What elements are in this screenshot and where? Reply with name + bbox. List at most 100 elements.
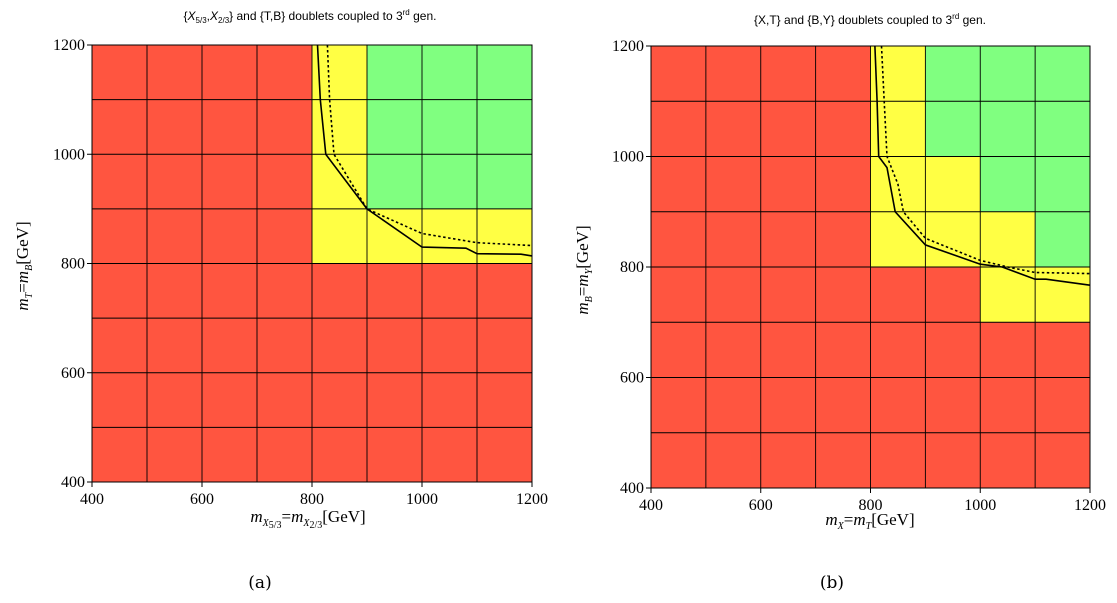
cell-a-6-3 — [257, 99, 312, 155]
cell-a-3-2 — [202, 263, 257, 319]
cell-b-5-2 — [760, 156, 816, 212]
cell-b-5-0 — [651, 156, 706, 212]
cell-b-6-7 — [1035, 101, 1090, 157]
cell-a-5-1 — [147, 154, 202, 209]
cell-b-0-3 — [815, 432, 871, 488]
cell-a-1-0 — [92, 372, 147, 428]
cell-b-7-0 — [651, 46, 706, 102]
cell-b-7-5 — [925, 46, 981, 102]
cell-b-5-7 — [1035, 156, 1090, 212]
cell-b-0-7 — [1035, 432, 1090, 488]
tick-labels-a: 400 600 800 1000 1200 400 600 800 1000 1200 — [53, 37, 548, 508]
cell-b-0-2 — [760, 432, 816, 488]
cell-a-7-3 — [257, 45, 312, 100]
cell-b-3-5 — [925, 267, 981, 323]
cell-a-5-0 — [92, 154, 147, 209]
x-tick-label-a-1: 600 — [190, 491, 214, 508]
panel-a: 400 600 800 1000 1200 400 600 800 1000 1200 {X5/3… — [13, 8, 548, 593]
cell-b-3-1 — [705, 267, 761, 323]
cell-b-4-4 — [870, 211, 926, 267]
curves-b — [874, 45, 1091, 286]
x-tick-label-a-0: 400 — [80, 491, 104, 508]
cell-a-0-3 — [257, 427, 312, 482]
cell-b-1-0 — [651, 377, 706, 433]
y-tick-label-b-1: 600 — [620, 370, 644, 387]
cell-a-1-6 — [422, 372, 477, 428]
cell-b-4-7 — [1035, 211, 1090, 267]
y-axis-label-a: mT=mB[GeV] — [13, 221, 35, 310]
cell-a-4-0 — [92, 208, 147, 264]
cell-b-7-7 — [1035, 46, 1090, 102]
cell-a-1-5 — [367, 372, 422, 428]
x-tick-label-b-3: 1000 — [964, 497, 996, 514]
cell-b-6-6 — [980, 101, 1036, 157]
cell-b-1-7 — [1035, 377, 1090, 433]
cell-b-7-4 — [870, 46, 926, 102]
cell-b-4-5 — [925, 211, 981, 267]
cell-b-5-3 — [815, 156, 871, 212]
y-tick-label-a-0: 400 — [61, 474, 85, 491]
curve-solid-b — [874, 45, 1091, 286]
y-tick-label-b-3: 1000 — [612, 149, 644, 166]
cell-a-5-3 — [257, 154, 312, 209]
cell-b-2-3 — [815, 322, 871, 378]
cell-b-3-6 — [980, 267, 1036, 323]
cell-b-4-3 — [815, 211, 871, 267]
cell-b-3-3 — [815, 267, 871, 323]
x-tick-label-b-0: 400 — [639, 497, 663, 514]
cell-a-3-4 — [312, 263, 367, 319]
cell-b-7-3 — [815, 46, 871, 102]
cell-a-4-6 — [422, 208, 477, 264]
cell-a-0-5 — [367, 427, 422, 482]
cell-b-2-6 — [980, 322, 1036, 378]
cell-b-6-0 — [651, 101, 706, 157]
cell-a-1-2 — [202, 372, 257, 428]
panel-b: 400 600 800 1000 1200 400 600 800 1000 1200 {X,T}… — [573, 12, 1106, 593]
curve-solid-a — [316, 44, 533, 257]
cell-a-5-5 — [367, 154, 422, 209]
cell-a-5-2 — [202, 154, 257, 209]
cell-a-2-7 — [477, 318, 532, 373]
cell-b-6-4 — [870, 101, 926, 157]
cell-a-5-7 — [477, 154, 532, 209]
y-tick-label-b-0: 400 — [620, 480, 644, 497]
grid-a — [91, 44, 533, 483]
cell-a-7-0 — [92, 45, 147, 100]
cell-b-1-2 — [760, 377, 816, 433]
chart-title-b: {X,T} and {B,Y} doublets coupled to 3rd … — [754, 12, 986, 27]
cell-b-7-1 — [705, 46, 761, 102]
cell-a-0-0 — [92, 427, 147, 482]
cell-a-4-3 — [257, 208, 312, 264]
cell-a-6-5 — [367, 99, 422, 155]
cell-a-1-4 — [312, 372, 367, 428]
cell-b-5-5 — [925, 156, 981, 212]
cell-b-0-0 — [651, 432, 706, 488]
cell-a-4-2 — [202, 208, 257, 264]
cell-a-3-1 — [147, 263, 202, 319]
cell-b-2-0 — [651, 322, 706, 378]
cell-b-2-1 — [705, 322, 761, 378]
cell-b-2-7 — [1035, 322, 1090, 378]
cell-a-0-7 — [477, 427, 532, 482]
y-tick-label-b-2: 800 — [620, 259, 644, 276]
cell-b-4-2 — [760, 211, 816, 267]
cell-a-7-1 — [147, 45, 202, 100]
cell-a-4-5 — [367, 208, 422, 264]
cells-a — [92, 45, 532, 482]
cell-a-2-5 — [367, 318, 422, 373]
cell-a-3-6 — [422, 263, 477, 319]
cell-a-7-2 — [202, 45, 257, 100]
cell-b-5-1 — [705, 156, 761, 212]
cell-a-0-4 — [312, 427, 367, 482]
x-axis-label-b: mX=mT[GeV] — [825, 510, 914, 532]
cell-b-0-1 — [705, 432, 761, 488]
cell-b-0-4 — [870, 432, 926, 488]
cell-b-6-1 — [705, 101, 761, 157]
cell-a-2-1 — [147, 318, 202, 373]
cell-b-3-2 — [760, 267, 816, 323]
y-axis-label-b: mB=mY[GeV] — [573, 225, 595, 314]
curve-dashed-b — [880, 45, 1091, 275]
cell-a-3-7 — [477, 263, 532, 319]
cell-b-4-6 — [980, 211, 1036, 267]
